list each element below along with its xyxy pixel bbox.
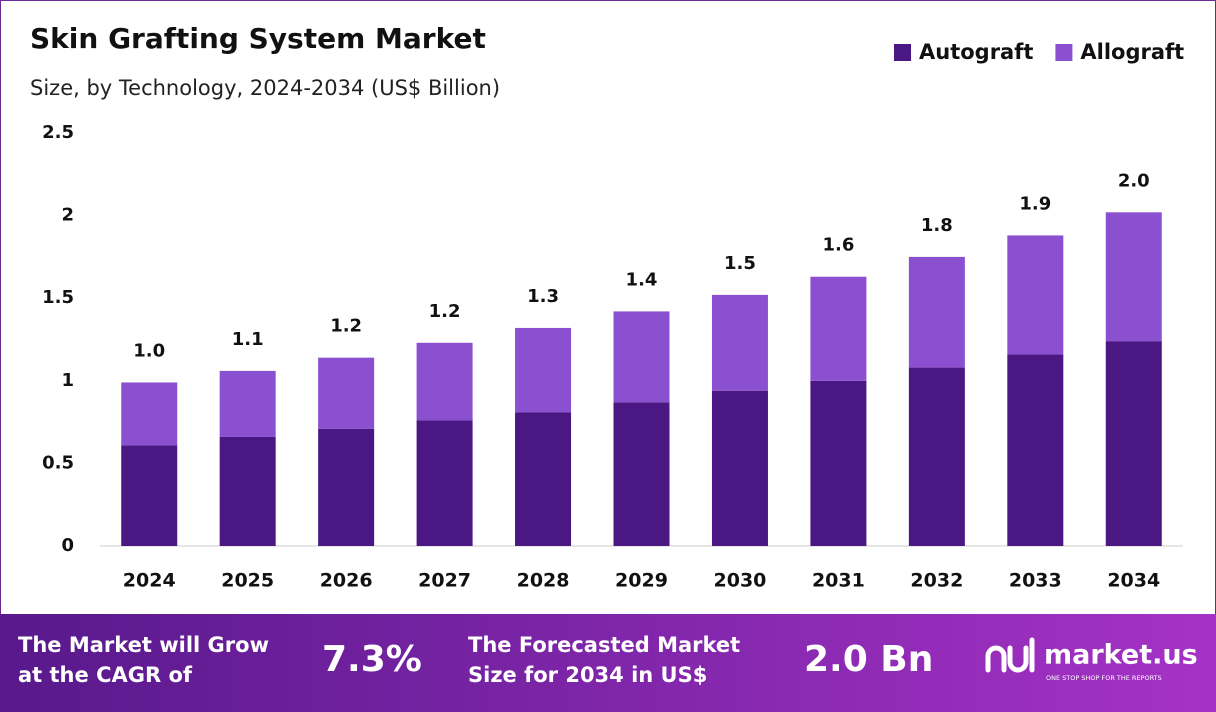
x-tick-label: 2030 [714,570,767,592]
bar-segment [1105,212,1162,342]
total-label: 1.0 [133,340,165,361]
footer-band [0,614,1216,712]
total-label: 1.1 [232,329,264,350]
cagr-value: 7.3% [322,639,422,680]
x-tick-label: 2028 [517,570,570,592]
y-tick-label: 2.5 [42,122,74,143]
y-tick-label: 0.5 [42,452,74,473]
legend-swatch [1055,44,1073,61]
bar-segment [121,382,178,446]
total-label: 1.3 [527,286,559,307]
y-tick-label: 0 [61,535,74,556]
total-label: 1.2 [429,301,461,322]
forecast-text: Size for 2034 in US$ [468,663,707,687]
x-tick-label: 2025 [221,570,274,592]
y-tick-label: 2 [61,205,74,226]
bar-segment [416,342,473,421]
bar-segment [810,380,867,546]
chart-subtitle: Size, by Technology, 2024-2034 (US$ Bill… [30,76,500,100]
bar-segment [515,327,572,413]
x-tick-label: 2029 [615,570,668,592]
bar-segment [1105,341,1162,546]
bar-segment [613,402,670,546]
total-label: 2.0 [1118,170,1150,191]
chart-title: Skin Grafting System Market [30,22,486,55]
bar-segment [1007,235,1064,355]
cagr-text: The Market will Grow [18,633,269,657]
forecast-text: The Forecasted Market [468,633,740,657]
brand: market.us [1044,640,1198,671]
total-label: 1.8 [921,215,953,236]
x-tick-label: 2033 [1009,570,1062,592]
bar-segment [1007,354,1064,546]
bar-segment [121,445,178,546]
legend-label: Allograft [1080,40,1184,64]
total-label: 1.5 [724,253,756,274]
total-label: 1.4 [626,269,658,290]
bar-segment [711,294,768,391]
cagr-text: at the CAGR of [18,663,193,687]
total-label: 1.6 [822,235,854,256]
x-tick-label: 2031 [812,570,865,592]
bar-segment [613,311,670,403]
bar-segment [908,367,965,546]
bar-segment [318,357,375,429]
forecast-value: 2.0 Bn [804,639,933,680]
legend-label: Autograft [919,40,1033,64]
logo-icon [985,637,1035,673]
y-tick-label: 1.5 [42,287,74,308]
x-tick-label: 2032 [910,570,963,592]
tagline: ONE STOP SHOP FOR THE REPORTS [1046,674,1162,682]
bar-segment [416,420,473,546]
x-tick-label: 2034 [1107,570,1160,592]
total-label: 1.2 [330,316,362,337]
bar-segment [219,436,276,546]
bar-segment [908,256,965,368]
x-tick-label: 2026 [320,570,373,592]
legend: Autograft Allograft [894,40,1184,64]
y-tick-label: 1 [61,370,74,391]
legend-swatch [894,44,911,61]
total-label: 1.9 [1019,193,1051,214]
bar-segment [318,428,375,546]
bar-segment [515,412,572,546]
bar-segment [219,370,276,437]
bar-segment [810,276,867,381]
x-tick-label: 2024 [123,570,176,592]
x-tick-label: 2027 [418,570,471,592]
bar-segment [711,390,768,546]
